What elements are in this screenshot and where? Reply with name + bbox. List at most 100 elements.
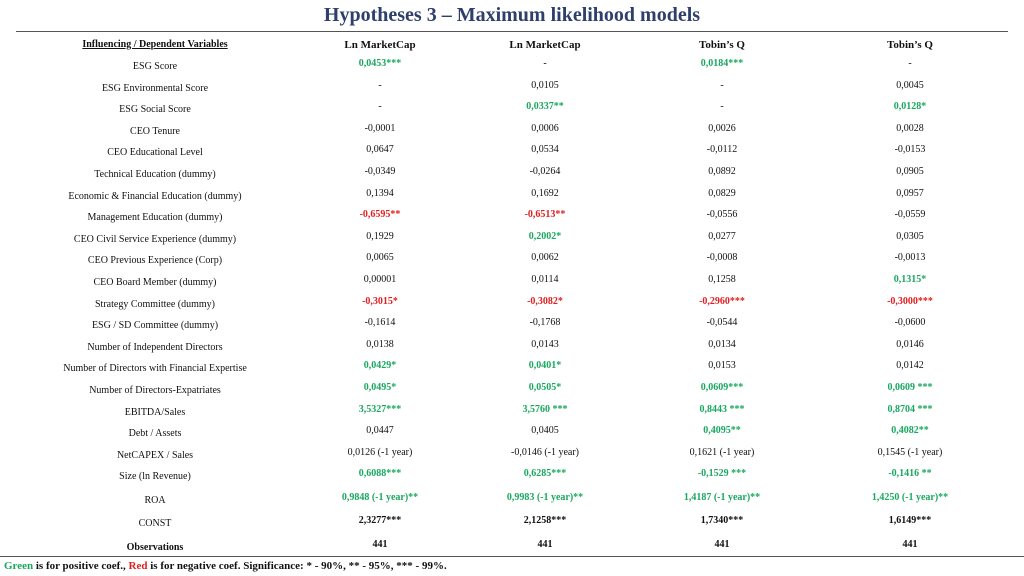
table-cell: 0,1394 <box>366 187 394 199</box>
table-cell: 0,0045 <box>896 79 924 91</box>
row-label: CEO Tenure <box>130 125 180 137</box>
table-cell: -0,0544 <box>706 317 738 329</box>
table-cell: 0,0647 <box>366 144 394 156</box>
table-cell: -0,0556 <box>706 209 738 221</box>
header-col-2: Ln MarketCap <box>509 39 581 51</box>
table-cell: 0,0142 <box>896 360 924 372</box>
row-label: CEO Educational Level <box>107 147 203 159</box>
table-cell: -0,1416 ** <box>888 468 932 480</box>
table-cell: 3,5760 *** <box>522 403 568 415</box>
row-label: Number of Directors with Financial Exper… <box>63 363 247 375</box>
table-row: CEO Previous Experience (Corp) 0,0065 0,00… <box>0 251 1024 273</box>
table-cell: 0,6088*** <box>358 468 402 480</box>
table-row: CEO Board Member (dummy) 0,00001 0,0114 0,1… <box>0 273 1024 295</box>
footnote-red-word: Red <box>128 560 148 572</box>
table-body: ESG Score 0,0453*** -0,0184*** - ESG Environ… <box>0 57 1024 561</box>
header-col-3: Tobin’s Q <box>699 39 745 51</box>
table-row: Observations 441 441 441 441 <box>0 538 1024 562</box>
table-cell: 0,0153 <box>708 360 736 372</box>
table-cell: 0,0447 <box>366 425 394 437</box>
table-cell: 0,0065 <box>366 252 394 264</box>
table-cell: 0,0609 *** <box>887 381 933 393</box>
table-row: Number of Directors-Expatriates 0,0495* 0,… <box>0 381 1024 403</box>
table-cell: 0,0026 <box>708 122 736 134</box>
table-cell: 1,7340*** <box>700 515 744 527</box>
row-label: Economic & Financial Education (dummy) <box>68 190 242 202</box>
table-cell: 0,0892 <box>708 165 736 177</box>
row-label: ESG Social Score <box>119 104 191 116</box>
table-row: ROA 0,9848 (-1 year)** 0,9983 (-1 year)** 1… <box>0 491 1024 515</box>
table-header: Influencing / Dependent Variables Ln Mar… <box>0 39 1024 55</box>
table-cell: 0,0277 <box>708 230 736 242</box>
row-label: NetCAPEX / Sales <box>116 449 194 461</box>
table-cell: 0,0401* <box>528 360 562 372</box>
footnote-green-word: Green <box>4 560 34 572</box>
table-cell: 0,1692 <box>531 187 559 199</box>
table-row: CEO Civil Service Experience (dummy) 0,19… <box>0 230 1024 252</box>
table-cell: - <box>720 101 724 113</box>
table-row: ESG Environmental Score - 0,0105 - 0,0045 <box>0 79 1024 101</box>
row-label: CONST <box>138 518 172 530</box>
row-label: EBITDA/Sales <box>124 406 186 418</box>
row-label: Strategy Committee (dummy) <box>95 298 215 310</box>
table-cell: 0,4082** <box>891 425 929 437</box>
table-cell: -0,3082* <box>527 295 563 307</box>
table-cell: -0,1529 *** <box>697 468 747 480</box>
table-cell: 0,8443 *** <box>699 403 745 415</box>
table-cell: 0,0305 <box>896 230 924 242</box>
table-cell: 2,3277*** <box>358 515 402 527</box>
table-cell: 441 <box>537 538 553 550</box>
table-row: EBITDA/Sales 3,5327*** 3,5760 *** 0,8443 **… <box>0 403 1024 425</box>
table-cell: -0,6513** <box>524 209 566 221</box>
table-cell: 0,0495* <box>363 381 397 393</box>
table-cell: -0,0349 <box>364 165 396 177</box>
table-cell: 0,0957 <box>896 187 924 199</box>
table-cell: -0,6595** <box>359 209 401 221</box>
table-cell: -0,1768 <box>529 317 561 329</box>
table-cell: 0,9983 (-1 year)** <box>506 491 584 503</box>
table-row: Number of Directors with Financial Exper… <box>0 359 1024 381</box>
table-row: Size (ln Revenue) 0,6088*** 0,6285*** -0,15… <box>0 467 1024 491</box>
table-cell: -0,1614 <box>364 317 396 329</box>
row-label: CEO Board Member (dummy) <box>93 276 217 288</box>
table-cell: -0,3015* <box>362 295 398 307</box>
table-cell: -0,0013 <box>894 252 926 264</box>
table-cell: 1,6149*** <box>888 515 932 527</box>
table-cell: 0,0006 <box>531 122 559 134</box>
footnote-red-text: is for negative coef. Significance: * - … <box>147 560 447 572</box>
table-cell: - <box>543 58 547 69</box>
table-cell: - <box>378 101 382 113</box>
top-divider <box>16 31 1008 32</box>
table-row: Technical Education (dummy) -0,0349 -0,026… <box>0 165 1024 187</box>
row-label: CEO Civil Service Experience (dummy) <box>73 233 237 245</box>
table-cell: 0,0128* <box>893 101 927 113</box>
row-label: Number of Directors-Expatriates <box>89 384 221 396</box>
row-label: Size (ln Revenue) <box>119 471 191 483</box>
table-row: CEO Tenure -0,0001 0,0006 0,0026 0,0028 <box>0 122 1024 144</box>
table-row: Economic & Financial Education (dummy) 0,… <box>0 187 1024 209</box>
table-cell: 0,00001 <box>363 273 397 285</box>
page-title: Hypotheses 3 – Maximum likelihood models <box>323 4 701 26</box>
row-label: Debt / Assets <box>128 428 182 440</box>
table-cell: 0,0337** <box>526 101 564 113</box>
table-row: Strategy Committee (dummy) -0,3015* -0,308… <box>0 295 1024 317</box>
table-cell: 441 <box>372 538 388 550</box>
row-label: ESG Environmental Score <box>101 82 209 94</box>
table-cell: 441 <box>902 538 918 550</box>
table-cell: -0,0008 <box>706 252 738 264</box>
header-variables: Influencing / Dependent Variables <box>82 39 228 50</box>
table-row: ESG Social Score - 0,0337** - 0,0128* <box>0 100 1024 122</box>
table-cell: 0,0609*** <box>700 381 744 393</box>
row-label: Number of Independent Directors <box>87 341 223 353</box>
table-cell: -0,0600 <box>894 317 926 329</box>
table-cell: 0,6285*** <box>523 468 567 480</box>
table-cell: 0,0138 <box>366 338 394 350</box>
table-cell: 0,1258 <box>708 273 736 285</box>
table-cell: 0,0146 <box>896 338 924 350</box>
table-cell: 0,0505* <box>528 381 562 393</box>
row-label: Observations <box>126 541 184 553</box>
table-cell: 0,0534 <box>531 144 559 156</box>
table-cell: -0,0112 <box>706 144 738 156</box>
table-cell: 0,0028 <box>896 122 924 134</box>
footnote-green-text: is for positive coef., <box>33 560 129 572</box>
